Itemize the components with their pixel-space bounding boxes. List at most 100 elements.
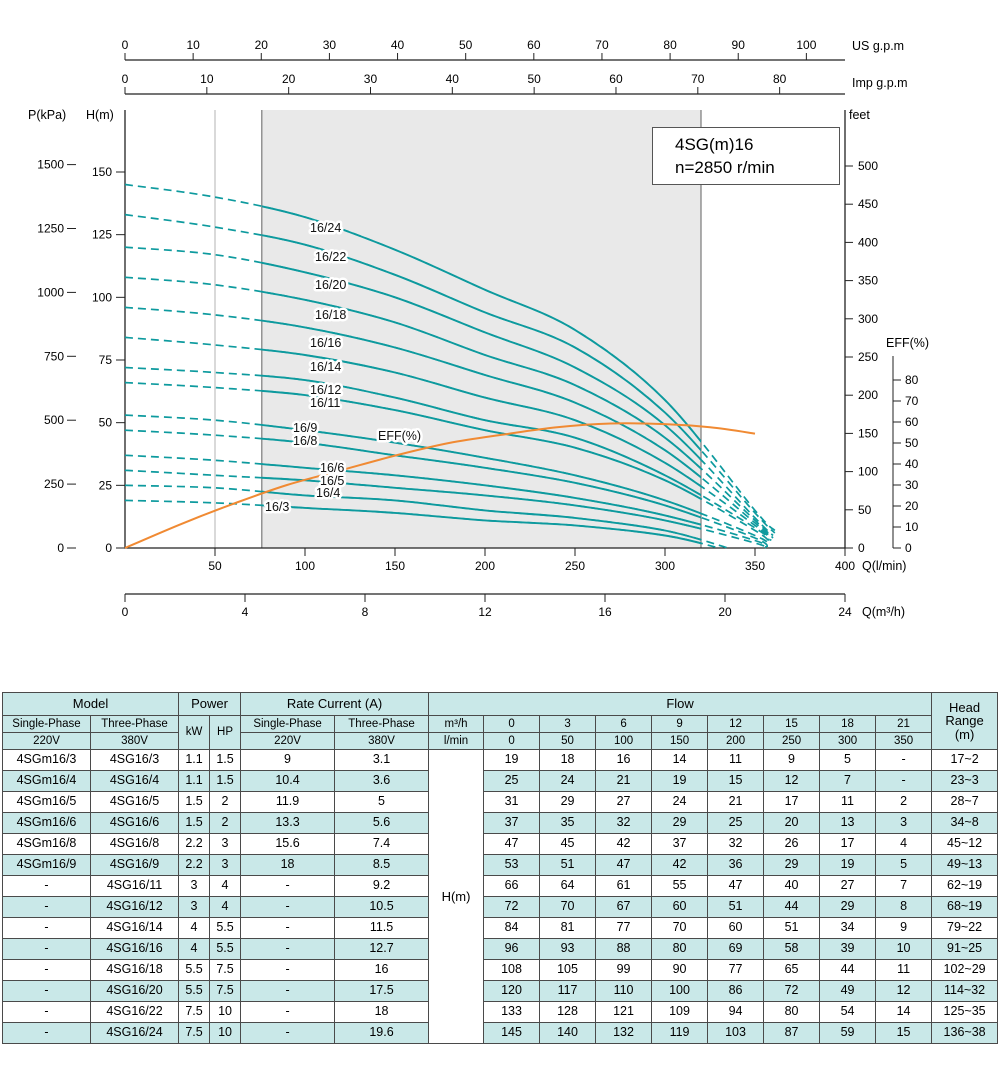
table-cell: 27 xyxy=(819,875,877,897)
table-cell: - xyxy=(875,770,933,792)
table-cell: 128 xyxy=(539,1001,597,1023)
us-gpm-tick-label: 50 xyxy=(459,38,473,52)
eff-tick-label: 50 xyxy=(905,436,919,450)
table-cell: 61 xyxy=(595,875,653,897)
table-cell: 4SG16/24 xyxy=(89,1022,180,1044)
curve-16/14 xyxy=(261,348,701,488)
table-cell: 37 xyxy=(483,812,541,834)
table-cell: 17~2 xyxy=(931,749,999,771)
table-cell: 2.2 xyxy=(178,833,211,855)
us-gpm-tick-label: 10 xyxy=(186,38,200,52)
table-cell: 94 xyxy=(707,1001,765,1023)
table-cell: 44 xyxy=(763,896,821,918)
q-m3h-tick-label: 8 xyxy=(362,605,369,619)
table-cell: 17.5 xyxy=(334,980,430,1002)
table-cell: 47 xyxy=(707,875,765,897)
table-cell: 47 xyxy=(483,833,541,855)
table-cell: 4SG16/6 xyxy=(89,812,180,834)
table-header-cell: 150 xyxy=(651,732,709,750)
q-m3h-tick-label: 0 xyxy=(122,605,129,619)
us-gpm-tick-label: 80 xyxy=(663,38,677,52)
table-cell: 23~3 xyxy=(931,770,999,792)
eff-tick-label: 80 xyxy=(905,373,919,387)
table-header-cell: m³/h xyxy=(428,715,485,733)
table-cell: 5 xyxy=(819,749,877,771)
table-cell: 24 xyxy=(651,791,709,813)
table-cell: - xyxy=(2,959,91,981)
table-header-cell: 200 xyxy=(707,732,765,750)
q-lmin-tick-label: 200 xyxy=(475,559,495,573)
q-lmin-tick-label: 400 xyxy=(835,559,855,573)
table-cell: 32 xyxy=(707,833,765,855)
table-header-cell: 220V xyxy=(240,732,336,750)
table-cell: 1.5 xyxy=(178,791,211,813)
table-cell: 120 xyxy=(483,980,541,1002)
table-cell: 16 xyxy=(595,749,653,771)
h-m-axis-label: H(m) xyxy=(86,108,114,122)
us-gpm-tick-label: 60 xyxy=(527,38,541,52)
curve-dashed-16/9 xyxy=(124,414,771,547)
imp-gpm-tick-label: 60 xyxy=(609,72,623,86)
table-cell: 26 xyxy=(763,833,821,855)
table-cell: 45~12 xyxy=(931,833,999,855)
table-cell: 67 xyxy=(595,896,653,918)
table-cell: 10.5 xyxy=(334,896,430,918)
table-cell: 86 xyxy=(707,980,765,1002)
table-header-cell: Three-Phase xyxy=(334,715,430,733)
table-header-cell: Power xyxy=(178,692,242,716)
us-gpm-tick-label: 70 xyxy=(595,38,609,52)
p-kpa-tick-label: 1250 xyxy=(37,222,64,236)
table-cell: 4SGm16/3 xyxy=(2,749,91,771)
p-kpa-tick-label: 250 xyxy=(44,477,64,491)
feet-tick-label: 350 xyxy=(858,274,878,288)
q-m3h-tick-label: 12 xyxy=(478,605,492,619)
table-header-cell: 380V xyxy=(334,732,430,750)
table-cell: 70 xyxy=(651,917,709,939)
table-cell: 7 xyxy=(875,875,933,897)
table-cell: 108 xyxy=(483,959,541,981)
table-cell: 5.5 xyxy=(178,980,211,1002)
table-cell: 62~19 xyxy=(931,875,999,897)
q-m3h-tick-label: 20 xyxy=(718,605,732,619)
table-cell: 132 xyxy=(595,1022,653,1044)
table-cell: 3 xyxy=(178,875,211,897)
imp-gpm-tick-label: 80 xyxy=(773,72,787,86)
table-cell: 100 xyxy=(651,980,709,1002)
table-cell: 136~38 xyxy=(931,1022,999,1044)
operating-band xyxy=(261,110,701,548)
table-cell: 84 xyxy=(483,917,541,939)
table-cell: 4SG16/16 xyxy=(89,938,180,960)
table-cell: 103 xyxy=(707,1022,765,1044)
table-cell: - xyxy=(2,917,91,939)
imp-gpm-tick-label: 10 xyxy=(200,72,214,86)
q-lmin-tick-label: 150 xyxy=(385,559,405,573)
imp-gpm-tick-label: 30 xyxy=(364,72,378,86)
table-cell: 4SGm16/4 xyxy=(2,770,91,792)
table-header-cell: 0 xyxy=(483,732,541,750)
spec-table: Model Power Rate Current (A) Flow Head Range(… xyxy=(1,692,999,1044)
feet-tick-label: 250 xyxy=(858,350,878,364)
curve-label-16/12: 16/12 xyxy=(310,383,341,397)
table-cell: 105 xyxy=(539,959,597,981)
table-cell: 17 xyxy=(819,833,877,855)
us-gpm-tick-label: 0 xyxy=(122,38,129,52)
eff-tick-label: 20 xyxy=(905,499,919,513)
table-header-cell: 3 xyxy=(539,715,597,733)
table-cell: 72 xyxy=(483,896,541,918)
table-cell: - xyxy=(2,896,91,918)
table-header-cell: 50 xyxy=(539,732,597,750)
table-cell: 17 xyxy=(763,791,821,813)
table-cell: 93 xyxy=(539,938,597,960)
eff-tick-label: 40 xyxy=(905,457,919,471)
feet-tick-label: 50 xyxy=(858,503,872,517)
curve-16/12 xyxy=(261,374,701,497)
table-cell: 4SG16/8 xyxy=(89,833,180,855)
curve-label-16/5: 16/5 xyxy=(320,474,344,488)
curve-16/16 xyxy=(261,319,701,479)
imp-gpm-tick-label: 20 xyxy=(282,72,296,86)
table-cell: 4 xyxy=(875,833,933,855)
table-cell: 13.3 xyxy=(240,812,336,834)
table-cell: 4SGm16/8 xyxy=(2,833,91,855)
table-header-cell: 220V xyxy=(2,732,91,750)
table-cell: 4 xyxy=(209,896,242,918)
